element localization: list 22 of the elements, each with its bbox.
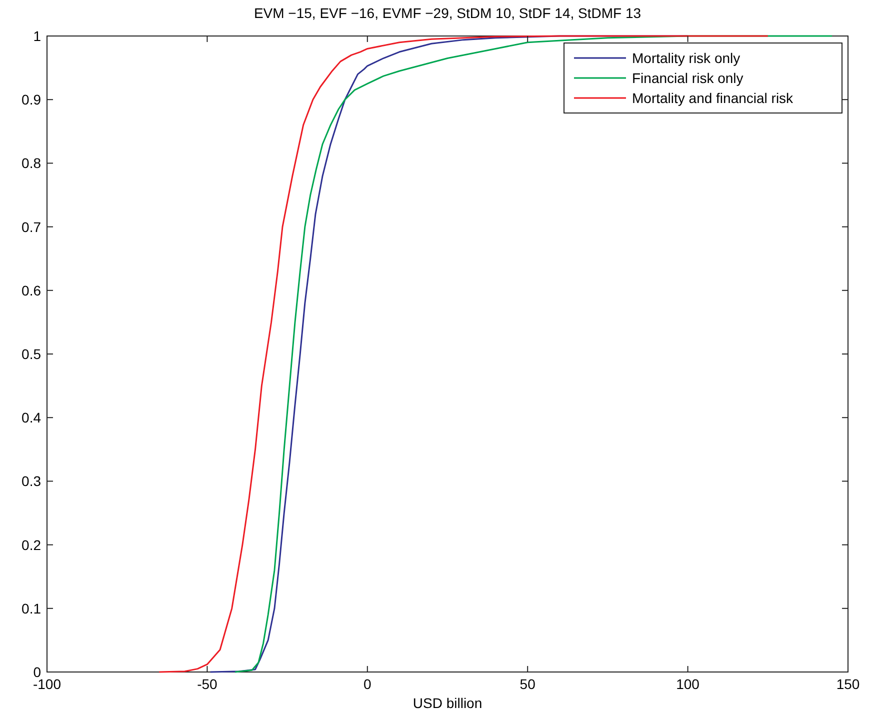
y-tick-label: 0.4 xyxy=(22,410,42,426)
chart-title: EVM −15, EVF −16, EVMF −29, StDM 10, StDF 14, StDMF 13 xyxy=(254,5,642,21)
y-tick-label: 0.8 xyxy=(22,155,42,172)
x-tick-label: 0 xyxy=(364,676,372,692)
y-tick-label: 0.7 xyxy=(22,218,42,235)
y-tick-label: 0.5 xyxy=(22,346,42,362)
x-axis-title: USD billion xyxy=(412,695,482,711)
x-tick-label: 150 xyxy=(836,676,860,692)
y-tick-label: 0.3 xyxy=(22,473,42,490)
y-tick-label: 0.6 xyxy=(22,282,42,298)
y-tick-label: 0.2 xyxy=(22,536,42,553)
x-tick-label: 50 xyxy=(520,676,536,692)
line-series xyxy=(158,35,769,673)
legend-label: Mortality and financial risk xyxy=(632,90,794,106)
line-series xyxy=(234,35,833,673)
x-tick-label: 100 xyxy=(676,676,700,692)
y-tick-label: 0.9 xyxy=(22,92,42,108)
legend-label: Mortality risk only xyxy=(632,50,740,66)
y-tick-label: 1 xyxy=(33,28,42,44)
x-tick-label: -50 xyxy=(197,676,218,692)
legend-label: Financial risk only xyxy=(632,70,744,86)
y-tick-label: 0.1 xyxy=(22,600,42,616)
